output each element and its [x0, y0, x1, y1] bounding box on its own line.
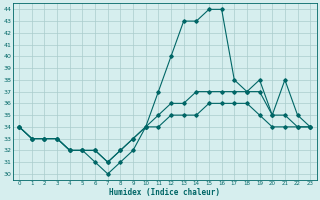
X-axis label: Humidex (Indice chaleur): Humidex (Indice chaleur): [109, 188, 220, 197]
